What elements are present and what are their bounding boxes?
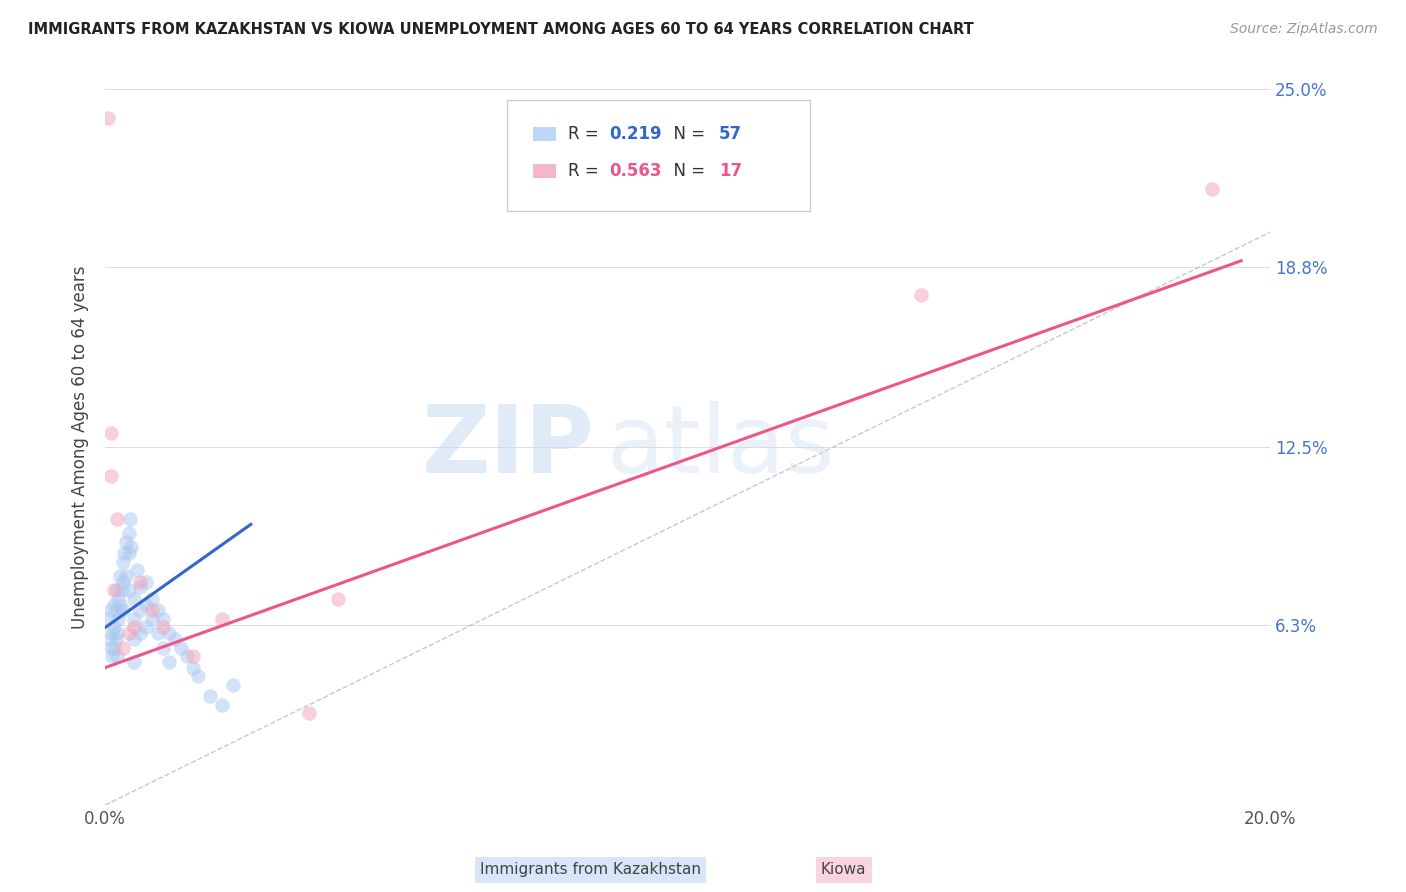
Point: [117, 583, 139, 598]
Point: [181, 649, 204, 664]
Point: [117, 525, 139, 540]
Point: [103, 598, 125, 612]
Point: [135, 574, 157, 589]
Point: [124, 612, 146, 626]
Point: [1201, 182, 1223, 196]
Point: [114, 534, 136, 549]
Point: [100, 468, 122, 483]
Point: [910, 288, 932, 302]
Point: [141, 612, 163, 626]
Text: IMMIGRANTS FROM KAZAKHSTAN VS KIOWA UNEMPLOYMENT AMONG AGES 60 TO 64 YEARS CORRE: IMMIGRANTS FROM KAZAKHSTAN VS KIOWA UNEM…: [28, 22, 974, 37]
Point: [124, 632, 146, 646]
Point: [120, 541, 142, 555]
Point: [108, 598, 131, 612]
Point: [211, 612, 233, 626]
Point: [111, 574, 134, 589]
Text: 17: 17: [720, 162, 742, 180]
Point: [146, 603, 169, 617]
Point: [105, 626, 128, 640]
Point: [112, 546, 135, 560]
Text: R =: R =: [568, 162, 603, 180]
Text: 0.563: 0.563: [610, 162, 662, 180]
Y-axis label: Unemployment Among Ages 60 to 64 years: Unemployment Among Ages 60 to 64 years: [72, 265, 89, 629]
Point: [135, 598, 157, 612]
Point: [107, 612, 129, 626]
Point: [141, 591, 163, 606]
Point: [100, 640, 122, 655]
Point: [157, 655, 180, 669]
Point: [97, 612, 120, 626]
Point: [98, 632, 121, 646]
Text: 0.219: 0.219: [610, 125, 662, 143]
Point: [146, 626, 169, 640]
Point: [129, 626, 152, 640]
Point: [198, 690, 221, 704]
Point: [129, 603, 152, 617]
Point: [103, 640, 125, 655]
Point: [111, 640, 134, 655]
FancyBboxPatch shape: [508, 100, 810, 211]
Point: [100, 603, 122, 617]
Point: [141, 603, 163, 617]
Point: [105, 603, 128, 617]
Point: [105, 511, 128, 525]
Point: [187, 669, 209, 683]
Point: [100, 425, 122, 440]
Point: [105, 583, 128, 598]
Point: [152, 612, 174, 626]
Point: [101, 649, 124, 664]
FancyBboxPatch shape: [533, 164, 557, 178]
Point: [129, 580, 152, 594]
Point: [107, 591, 129, 606]
Point: [105, 649, 128, 664]
Point: [118, 511, 141, 525]
Point: [111, 555, 134, 569]
Point: [127, 563, 149, 577]
Point: [328, 591, 350, 606]
Point: [108, 569, 131, 583]
Text: R =: R =: [568, 125, 603, 143]
Point: [103, 620, 125, 634]
Text: ZIP: ZIP: [422, 401, 595, 493]
Text: N =: N =: [664, 162, 710, 180]
Point: [129, 574, 152, 589]
Text: 57: 57: [720, 125, 742, 143]
Point: [176, 649, 198, 664]
Point: [124, 655, 146, 669]
Point: [298, 706, 321, 721]
Point: [101, 626, 124, 640]
Point: [104, 632, 127, 646]
Text: Source: ZipAtlas.com: Source: ZipAtlas.com: [1230, 22, 1378, 37]
Point: [124, 591, 146, 606]
Point: [135, 620, 157, 634]
Text: atlas: atlas: [606, 401, 834, 493]
Point: [110, 583, 132, 598]
Text: N =: N =: [664, 125, 710, 143]
Point: [124, 620, 146, 634]
Point: [152, 640, 174, 655]
Point: [97, 111, 120, 125]
Point: [211, 698, 233, 712]
Point: [165, 632, 187, 646]
Point: [157, 626, 180, 640]
Point: [170, 640, 193, 655]
Point: [111, 603, 134, 617]
FancyBboxPatch shape: [533, 127, 557, 141]
Text: Immigrants from Kazakhstan: Immigrants from Kazakhstan: [479, 863, 702, 877]
Point: [117, 546, 139, 560]
Text: Kiowa: Kiowa: [821, 863, 866, 877]
Point: [117, 626, 139, 640]
Point: [114, 569, 136, 583]
Point: [103, 583, 125, 598]
Point: [152, 620, 174, 634]
Point: [181, 660, 204, 674]
Point: [222, 678, 245, 692]
